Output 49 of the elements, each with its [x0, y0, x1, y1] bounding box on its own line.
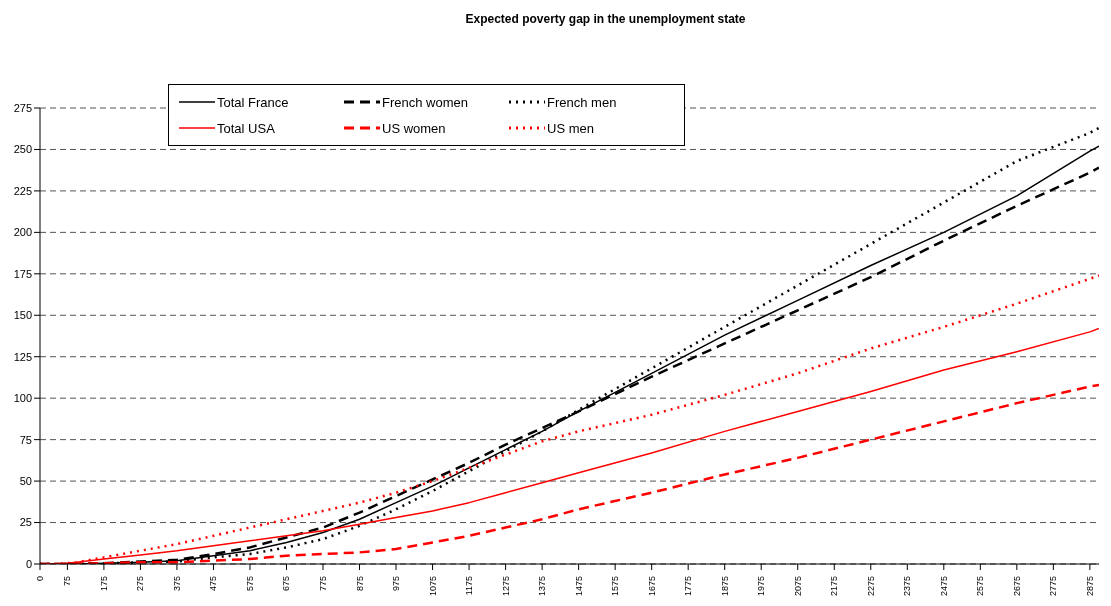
x-tick-label: 2475 — [938, 576, 949, 597]
x-tick-label: 0 — [35, 576, 45, 582]
x-tick-label: 2275 — [865, 576, 876, 597]
x-tick-label: 275 — [135, 576, 146, 592]
y-tick-label: 200 — [13, 226, 32, 239]
y-tick-label: 50 — [19, 475, 32, 487]
x-tick-label: 975 — [391, 576, 402, 592]
x-tick-label: 175 — [98, 576, 109, 592]
x-tick-label: 2575 — [975, 576, 986, 597]
x-tick-label: 1175 — [464, 576, 475, 596]
x-tick-label: 1075 — [427, 576, 438, 597]
x-tick-label: 1275 — [500, 576, 511, 597]
x-tick-label: 1875 — [719, 576, 730, 597]
x-tick-label: 1575 — [610, 576, 621, 597]
x-tick-label: 2075 — [792, 576, 803, 597]
x-tick-label: 2775 — [1048, 576, 1059, 597]
x-tick-label: 1375 — [537, 576, 548, 597]
x-tick-label: 575 — [244, 576, 255, 592]
x-tick-label: 375 — [171, 576, 182, 592]
y-tick-label: 225 — [13, 184, 32, 197]
y-tick-label: 150 — [13, 309, 32, 322]
legend-label: US men — [547, 120, 594, 136]
x-tick-label: 675 — [281, 576, 292, 592]
x-tick-label: 475 — [208, 576, 219, 592]
x-tick-label: 1475 — [573, 576, 584, 597]
x-tick-label: 2875 — [1084, 576, 1095, 597]
legend-label: US women — [382, 120, 446, 136]
x-tick-label: 775 — [318, 576, 329, 592]
x-tick-label: 2675 — [1011, 576, 1022, 597]
y-tick-label: 250 — [13, 143, 32, 156]
y-tick-label: 125 — [13, 350, 32, 363]
y-tick-label: 175 — [13, 267, 32, 280]
y-tick-label: 75 — [19, 433, 32, 446]
x-tick-label: 2375 — [902, 576, 913, 597]
legend-label: French women — [382, 94, 468, 110]
y-tick-label: 0 — [25, 557, 32, 570]
legend-label: Total France — [217, 94, 289, 110]
y-tick-label: 100 — [13, 392, 32, 405]
chart-title: Expected poverty gap in the unemployment state — [464, 11, 747, 28]
legend-label: Total USA — [217, 120, 275, 136]
legend-label: French men — [547, 94, 617, 110]
x-tick-label: 75 — [62, 576, 73, 587]
y-tick-label: 25 — [19, 516, 32, 529]
y-tick-label: 275 — [13, 101, 32, 114]
x-tick-label: 875 — [354, 576, 365, 592]
x-tick-label: 2175 — [829, 576, 840, 597]
x-tick-label: 1775 — [683, 576, 694, 597]
x-tick-label: 1975 — [756, 576, 767, 597]
x-tick-label: 1675 — [646, 576, 657, 597]
